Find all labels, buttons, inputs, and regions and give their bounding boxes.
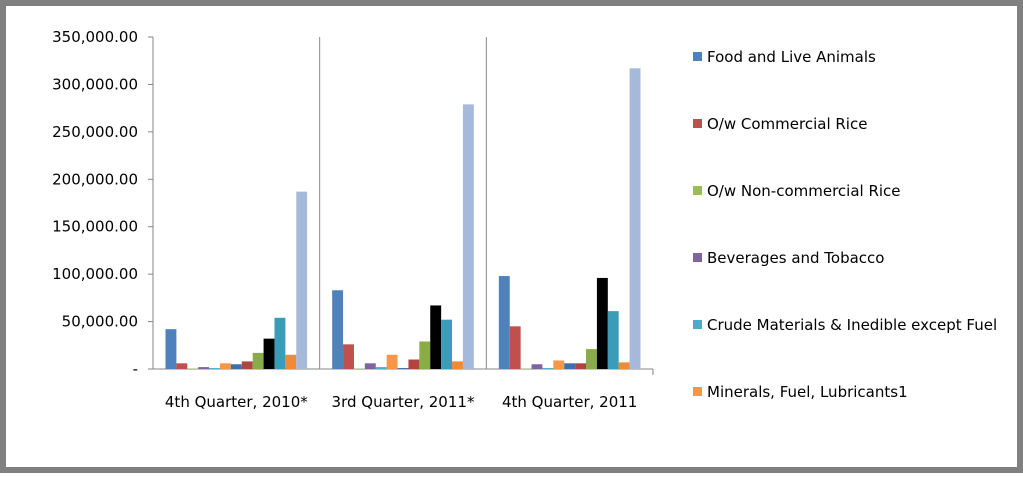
x-tick-label: 4th Quarter, 2011 bbox=[502, 393, 637, 411]
bar bbox=[387, 355, 398, 369]
legend-swatch bbox=[693, 253, 702, 262]
legend-label: Food and Live Animals bbox=[707, 48, 876, 66]
y-tick-label: 300,000.00 bbox=[52, 75, 138, 93]
bar bbox=[220, 363, 231, 369]
y-tick-label: 150,000.00 bbox=[52, 218, 138, 236]
legend-label: Crude Materials & Inedible except Fuel bbox=[707, 316, 997, 334]
bar bbox=[176, 363, 187, 369]
legend-swatch bbox=[693, 119, 702, 128]
bar bbox=[441, 320, 452, 369]
legend-label: Minerals, Fuel, Lubricants1 bbox=[707, 383, 908, 401]
bar bbox=[274, 318, 285, 369]
bar bbox=[285, 355, 296, 369]
bar bbox=[408, 360, 419, 369]
legend-swatch bbox=[693, 52, 702, 61]
bar bbox=[231, 364, 242, 369]
bar bbox=[499, 276, 510, 369]
bar bbox=[553, 360, 564, 369]
legend-label: O/w Non-commercial Rice bbox=[707, 182, 901, 200]
bar bbox=[608, 311, 619, 369]
bar bbox=[296, 192, 307, 369]
y-tick-label: 200,000.00 bbox=[52, 170, 138, 188]
bar bbox=[198, 367, 209, 369]
y-tick-label: 100,000.00 bbox=[52, 265, 138, 283]
bar bbox=[619, 362, 630, 369]
legend-swatch bbox=[693, 186, 702, 195]
x-tick-label: 4th Quarter, 2010* bbox=[165, 393, 308, 411]
bar bbox=[510, 326, 521, 369]
bar bbox=[575, 363, 586, 369]
bar bbox=[166, 329, 177, 369]
x-tick-label: 3rd Quarter, 2011* bbox=[332, 393, 475, 411]
y-tick-label: - bbox=[133, 360, 138, 378]
y-tick-label: 50,000.00 bbox=[62, 313, 138, 331]
bar bbox=[597, 278, 608, 369]
bar bbox=[242, 361, 253, 369]
y-tick-label: 350,000.00 bbox=[52, 28, 138, 46]
bar bbox=[430, 305, 441, 369]
legend-label: O/w Commercial Rice bbox=[707, 115, 867, 133]
bar bbox=[343, 344, 354, 369]
bar bbox=[209, 368, 220, 369]
bar bbox=[463, 104, 474, 369]
bar bbox=[564, 363, 575, 369]
y-tick-label: 250,000.00 bbox=[52, 123, 138, 141]
legend-swatch bbox=[693, 387, 702, 396]
bar bbox=[452, 361, 463, 369]
bar bbox=[264, 339, 275, 369]
bar bbox=[630, 68, 641, 369]
bar bbox=[398, 368, 409, 369]
bar bbox=[419, 341, 430, 369]
bar bbox=[586, 349, 597, 369]
bar bbox=[542, 368, 553, 369]
bar bbox=[376, 367, 387, 369]
bar bbox=[332, 290, 343, 369]
bar bbox=[365, 363, 376, 369]
bar bbox=[253, 353, 264, 369]
legend-swatch bbox=[693, 320, 702, 329]
bar bbox=[532, 364, 543, 369]
legend-label: Beverages and Tobacco bbox=[707, 249, 884, 267]
